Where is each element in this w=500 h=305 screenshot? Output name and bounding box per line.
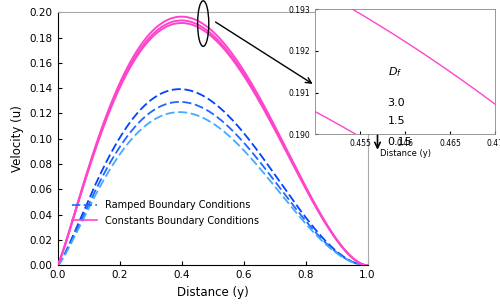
Legend: Ramped Boundary Conditions, Constants Boundary Conditions: Ramped Boundary Conditions, Constants Bo… (68, 196, 262, 230)
Text: 0.15: 0.15 (388, 137, 412, 147)
Text: $D_f$: $D_f$ (388, 66, 402, 79)
Text: 3.0: 3.0 (388, 98, 405, 108)
X-axis label: Distance (y): Distance (y) (176, 286, 248, 299)
X-axis label: Distance (y): Distance (y) (380, 149, 430, 159)
Y-axis label: Velocity (u): Velocity (u) (11, 105, 24, 172)
Text: 1.5: 1.5 (388, 116, 405, 126)
